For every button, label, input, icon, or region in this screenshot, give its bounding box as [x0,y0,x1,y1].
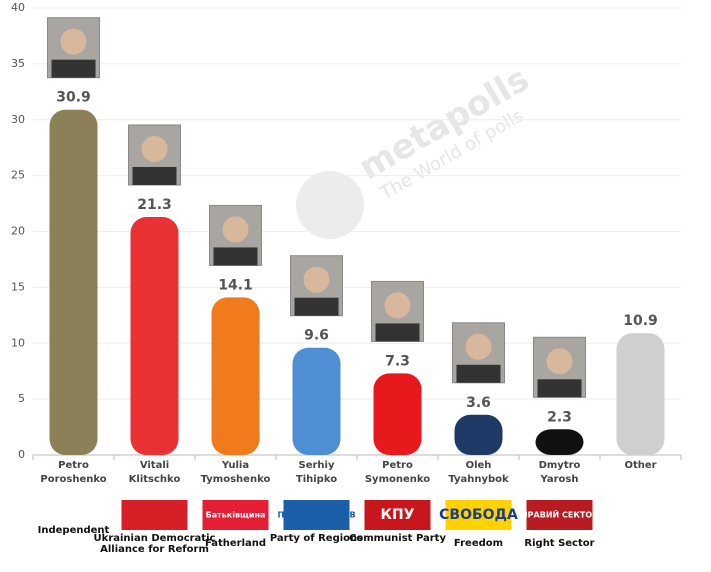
photo-suit [537,379,582,398]
value-label: 3.6 [466,395,491,411]
party-name: Ukrainian Democratic Alliance for Reform [94,533,216,555]
x-tick-label: Yulia Tymoshenko [201,460,271,485]
y-tick-label: 40 [11,1,25,14]
photo-face [384,292,411,319]
photo-face [222,216,249,243]
value-label: 9.6 [304,328,329,344]
party-logo-text: УДАР [132,507,176,523]
photo-face [465,333,492,360]
y-tick-label: 30 [11,113,25,126]
x-tick-label: Serhiy Tihipko [296,460,337,485]
party-logo [364,500,431,530]
x-tick-line: Poroshenko [40,474,106,485]
y-tick-label: 25 [11,169,25,182]
photo-suit [132,166,177,185]
bar [211,297,260,455]
party-name-line: Party of Regions [270,533,363,544]
bar [454,414,503,455]
y-tick-label: 0 [18,448,25,461]
party-name-line: Alliance for Reform [100,544,209,555]
x-tick-label: Petro Poroshenko [40,460,106,485]
bar [49,109,98,455]
watermark: metapolls The World of polls [296,59,536,239]
party-name: Communist Party [349,533,446,544]
photo-suit [456,364,501,383]
x-tick-line: Serhiy [299,460,335,471]
watermark-logo [296,171,364,239]
party-name: Party of Regions [270,533,363,544]
x-tick-line: Petro [382,460,413,471]
bar [292,347,341,455]
bar [130,216,179,455]
photo-face [60,28,87,55]
party-logo [283,500,350,530]
x-tick-line: Dmytro [539,460,581,471]
value-label: 30.9 [56,90,91,106]
x-tick-line: Yulia [221,460,249,471]
party-name-line: Communist Party [349,533,446,544]
party-logo [121,500,188,530]
party-name: Fatherland [205,538,266,549]
x-tick-line: Vitali [140,460,169,471]
x-tick-line: Yarosh [540,474,579,485]
photo-face [141,135,168,162]
value-label: 2.3 [547,409,572,425]
y-tick-label: 35 [11,57,25,70]
value-label: 7.3 [385,353,410,369]
photo-suit [375,323,420,342]
y-tick-label: 20 [11,225,25,238]
photo-face [303,266,330,293]
party-name: Right Sector [524,538,594,549]
x-tick-line: Tyahnybok [448,474,509,485]
x-tick-label: Oleh Tyahnybok [448,460,509,485]
x-tick-line: Petro [58,460,89,471]
party-logo-text: Батьківщина [206,510,266,520]
bar [616,333,665,455]
x-tick-line: Tymoshenko [201,474,271,485]
y-tick-label: 10 [11,336,25,349]
party-logo [202,500,269,530]
x-tick-line: Klitschko [129,474,181,485]
party-logo [445,500,512,530]
photo-suit [294,297,339,316]
value-label: 21.3 [137,197,172,213]
y-tick-label: 15 [11,280,25,293]
party-name: Independent [38,525,110,536]
x-tick-label: Petro Symonenko [365,460,430,485]
y-tick-label: 5 [18,392,25,405]
party-name-line: Ukrainian Democratic [94,533,216,544]
photo-face [546,348,573,375]
x-tick-label: Dmytro Yarosh [539,460,581,485]
value-label: 10.9 [623,313,658,329]
party-logo [526,500,593,530]
x-tick-label: Vitali Klitschko [129,460,181,485]
value-label: 14.1 [218,277,253,293]
x-tick-label: Other [624,460,656,471]
party-name: Freedom [454,538,503,549]
party-logo-text: ПРАВИЙ СЕКТОР [521,509,598,520]
party-logo-text: ПАРТІЯ РЕГІОНІВ [277,511,355,520]
party-logo-text: СВОБОДА [439,507,518,523]
x-tick-line: Oleh [466,460,492,471]
party-logo-text: КПУ [381,507,415,523]
x-tick-line: Symonenko [365,474,430,485]
photo-suit [213,247,258,266]
bar [373,373,422,455]
bar [535,429,584,455]
x-tick-line: Tihipko [296,474,337,485]
photo-suit [51,59,96,78]
